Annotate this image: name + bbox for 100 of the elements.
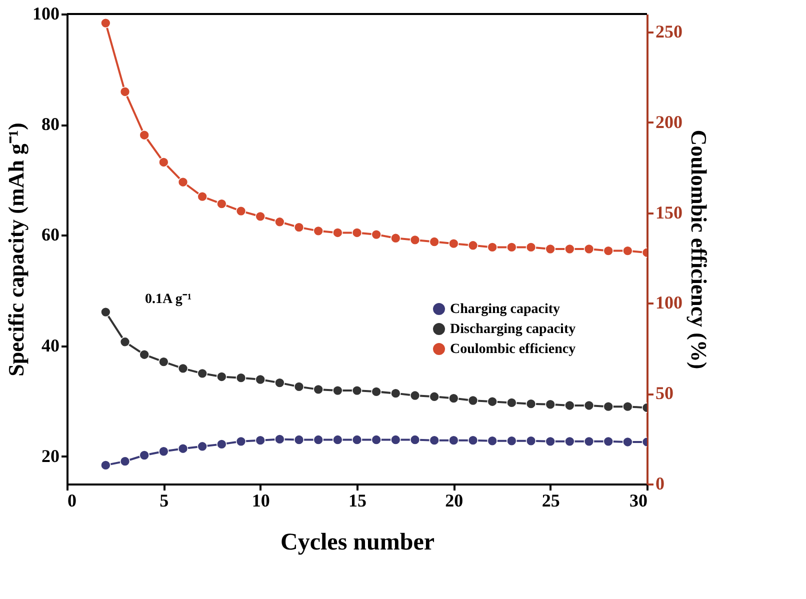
point <box>332 385 343 396</box>
point <box>216 439 227 450</box>
point <box>352 385 362 396</box>
annotation: 0.1A g⁻¹ <box>145 292 192 307</box>
y-tick-label: 100 <box>32 4 60 24</box>
y-tick-label: 40 <box>42 335 60 356</box>
point <box>197 441 208 452</box>
point <box>429 392 440 402</box>
point <box>468 240 478 251</box>
point <box>448 238 459 249</box>
y2-tick-label: 200 <box>656 112 682 132</box>
point <box>352 228 362 238</box>
point <box>100 460 111 470</box>
point <box>332 228 343 238</box>
point <box>236 436 246 447</box>
point <box>100 18 111 28</box>
y2-tick-label: 100 <box>656 292 682 313</box>
point <box>158 356 169 367</box>
point <box>603 436 614 447</box>
point <box>545 436 556 447</box>
point <box>352 434 362 445</box>
point <box>120 86 130 97</box>
y-axis-title: Specific capacity (mAh g⁻¹) <box>4 122 28 376</box>
point <box>120 336 130 348</box>
point <box>158 157 169 168</box>
point <box>255 374 266 385</box>
y2-tick-label: 50 <box>656 383 674 404</box>
x-tick-label: 30 <box>630 490 648 510</box>
point <box>545 244 556 254</box>
point <box>197 191 208 202</box>
point <box>255 435 266 446</box>
point <box>564 436 575 447</box>
point <box>603 401 614 412</box>
y2-tick-label: 150 <box>656 202 682 222</box>
point <box>294 222 304 232</box>
point <box>487 436 498 446</box>
y-tick-label: 80 <box>42 114 60 134</box>
y2-tick-label: 250 <box>656 22 682 42</box>
point <box>468 395 478 406</box>
point <box>139 130 150 140</box>
x-tick-label: 5 <box>160 490 169 510</box>
point <box>564 400 575 411</box>
point <box>584 400 594 411</box>
point <box>274 434 285 444</box>
point <box>371 386 382 397</box>
point <box>216 198 227 209</box>
point <box>390 434 401 445</box>
point <box>274 216 285 228</box>
point <box>178 176 188 188</box>
point <box>506 398 517 408</box>
point <box>139 450 150 460</box>
point <box>584 244 594 254</box>
y2-tick-label: 0 <box>656 474 664 494</box>
point <box>332 434 343 445</box>
point <box>526 436 536 446</box>
x-tick-label: 20 <box>445 490 464 510</box>
point <box>410 234 420 246</box>
legend-label: Discharging capacity <box>450 322 576 337</box>
point <box>313 384 324 395</box>
point <box>526 398 536 409</box>
point <box>410 390 420 401</box>
point <box>622 436 633 448</box>
point <box>120 456 130 466</box>
point <box>294 434 304 445</box>
legend-label: Coulombic efficiency <box>450 342 576 357</box>
point <box>410 434 420 445</box>
point <box>274 378 285 388</box>
point <box>526 242 536 252</box>
x-tick-label: 0 <box>68 490 76 510</box>
x-tick-label: 10 <box>252 490 270 510</box>
y-tick-label: 20 <box>42 446 60 466</box>
point <box>564 244 575 254</box>
point <box>139 349 150 360</box>
point <box>487 396 498 407</box>
point <box>622 246 633 256</box>
point <box>448 393 459 404</box>
point <box>603 246 614 256</box>
point <box>255 211 266 222</box>
point <box>390 233 401 244</box>
point <box>236 206 246 216</box>
point <box>178 363 188 374</box>
point <box>197 368 208 379</box>
x-axis-title: Cycles number <box>280 530 435 556</box>
point <box>100 306 111 318</box>
point <box>468 435 478 446</box>
point <box>506 242 517 252</box>
y2-axis-title: Coulombic efficiency (%) <box>686 130 712 370</box>
point <box>294 382 304 392</box>
point <box>216 372 227 382</box>
point <box>158 446 169 457</box>
x-tick-label: 15 <box>348 490 366 510</box>
point <box>584 436 594 447</box>
point <box>429 435 440 446</box>
point <box>487 242 498 252</box>
point <box>313 226 324 236</box>
point <box>429 236 440 247</box>
point <box>371 229 382 240</box>
point <box>178 443 188 454</box>
point <box>371 434 382 445</box>
point <box>545 399 556 410</box>
